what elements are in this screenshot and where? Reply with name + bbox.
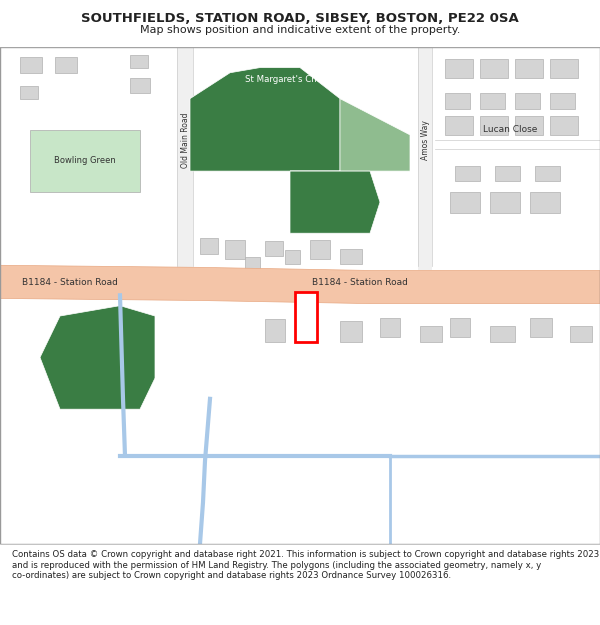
Bar — [515, 94, 540, 109]
Bar — [245, 257, 260, 269]
Bar — [130, 314, 148, 326]
Bar — [420, 326, 442, 342]
Bar — [515, 116, 543, 135]
Bar — [340, 249, 362, 264]
Bar — [115, 326, 135, 342]
Text: Old Main Road: Old Main Road — [181, 112, 190, 168]
Bar — [450, 318, 470, 337]
Bar — [445, 59, 473, 78]
Text: St Margaret's Church: St Margaret's Church — [245, 76, 335, 84]
Polygon shape — [40, 306, 155, 409]
Bar — [130, 55, 148, 68]
Bar — [20, 58, 42, 72]
Polygon shape — [290, 99, 410, 171]
Bar — [530, 318, 552, 337]
Bar — [495, 166, 520, 181]
Bar — [490, 326, 515, 342]
Bar — [65, 354, 85, 373]
Polygon shape — [190, 68, 340, 171]
Bar — [285, 250, 300, 264]
Bar — [450, 192, 480, 213]
Bar — [515, 59, 543, 78]
Text: Lucan Close: Lucan Close — [483, 125, 537, 134]
Bar — [550, 59, 578, 78]
Polygon shape — [290, 171, 380, 233]
Bar — [265, 319, 285, 342]
Bar — [60, 323, 85, 342]
Bar — [310, 241, 330, 259]
Bar — [530, 192, 560, 213]
Bar — [570, 326, 592, 342]
Bar — [225, 241, 245, 259]
Text: Bowling Green: Bowling Green — [54, 156, 116, 165]
Bar — [240, 137, 270, 156]
Text: B1184 - Station Road: B1184 - Station Road — [22, 278, 118, 288]
Bar — [55, 58, 77, 72]
Bar — [210, 109, 260, 140]
Bar — [535, 166, 560, 181]
Text: SOUTHFIELDS, STATION ROAD, SIBSEY, BOSTON, PE22 0SA: SOUTHFIELDS, STATION ROAD, SIBSEY, BOSTO… — [81, 12, 519, 25]
Bar — [550, 116, 578, 135]
Bar — [130, 78, 150, 94]
Text: Amos Way: Amos Way — [421, 120, 430, 160]
Bar — [380, 318, 400, 337]
Text: B1184 - Station Road: B1184 - Station Road — [312, 278, 408, 288]
Bar — [490, 192, 520, 213]
Bar — [445, 116, 473, 135]
Bar — [340, 321, 362, 342]
Bar — [480, 116, 508, 135]
Bar — [295, 292, 317, 342]
Bar — [480, 94, 505, 109]
Bar — [455, 166, 480, 181]
Text: Contains OS data © Crown copyright and database right 2021. This information is : Contains OS data © Crown copyright and d… — [12, 550, 599, 580]
Polygon shape — [0, 265, 600, 304]
Bar — [20, 86, 38, 99]
Bar — [295, 313, 313, 331]
Bar — [445, 94, 470, 109]
Bar — [200, 238, 218, 254]
Bar — [299, 309, 313, 331]
Bar — [480, 59, 508, 78]
Polygon shape — [30, 129, 140, 192]
Bar — [550, 94, 575, 109]
Bar — [265, 241, 283, 256]
Text: Map shows position and indicative extent of the property.: Map shows position and indicative extent… — [140, 25, 460, 35]
